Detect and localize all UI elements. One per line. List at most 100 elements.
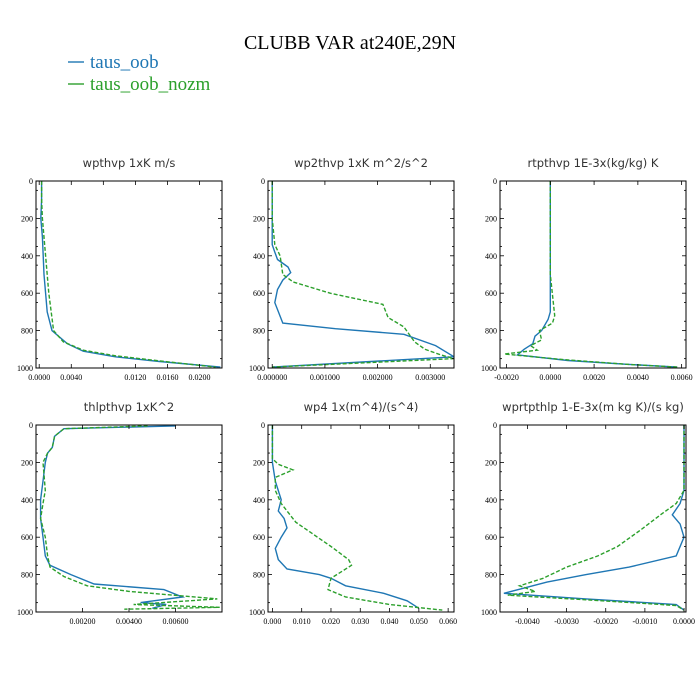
y-tick-label: 1000 [17, 608, 33, 617]
x-tick-label: 0.00200 [70, 617, 96, 626]
legend: taus_oob taus_oob_nozm [68, 52, 211, 95]
series-line-taus-oob-nozm [504, 181, 678, 368]
plot-frame [499, 424, 687, 613]
y-tick-label: 600 [21, 533, 33, 542]
plot-frame [499, 180, 687, 369]
x-tick-label: 0.003000 [415, 373, 445, 382]
panel-title: rtpthvp 1E-3x(kg/kg) K [528, 156, 659, 170]
x-tick-label: 0.0160 [156, 373, 178, 382]
x-tick-label: 0.0200 [189, 373, 211, 382]
panel-title: wp4 1x(m^4)/(s^4) [304, 400, 419, 414]
y-tick-label: 200 [253, 458, 265, 467]
panel-title: thlpthvp 1xK^2 [84, 400, 174, 414]
panel-title: wpthvp 1xK m/s [83, 156, 176, 170]
x-tick-label: 0.000 [263, 617, 281, 626]
y-tick-label: 800 [21, 571, 33, 580]
y-tick-label: 600 [485, 289, 497, 298]
x-tick-label: 0.0040 [60, 373, 82, 382]
x-tick-label: 0.000000 [257, 373, 287, 382]
series-line-taus-oob-nozm [271, 181, 454, 368]
x-tick-label: 0.0040 [627, 373, 649, 382]
y-tick-label: 400 [253, 496, 265, 505]
x-tick-label: 0.00600 [163, 617, 189, 626]
x-tick-label: 0.0120 [124, 373, 146, 382]
chart-panel-2: wp2thvp 1xK m^2/s^2020040060080010000.00… [249, 156, 455, 382]
x-tick-label: 0.0000 [673, 617, 695, 626]
series-line-taus-oob [271, 425, 420, 609]
figure-title: CLUBB VAR at240E,29N [244, 32, 456, 54]
y-tick-label: 600 [253, 289, 265, 298]
series-line-taus-oob [39, 425, 186, 609]
legend-label-taus-oob: taus_oob [90, 52, 159, 73]
chart-panel-6: wprtpthlp 1-E-3x(m kg K)/(s kg) 0 200 400 60… [481, 400, 695, 626]
x-tick-label: 0.00400 [116, 617, 142, 626]
x-tick-label: 0.020 [322, 617, 340, 626]
y-tick-label: 400 [21, 252, 33, 261]
x-tick-label: 0.001000 [310, 373, 340, 382]
y-tick-label: 0 [493, 421, 497, 430]
y-tick-label: 200 [485, 458, 497, 467]
x-tick-label: -0.0010 [633, 617, 658, 626]
x-tick-label: -0.0020 [494, 373, 519, 382]
chart-panel-4: thlpthvp 1xK^2 0 200 400 600 800 1000 0.00200 0.… [17, 400, 223, 626]
y-tick-label: 1000 [249, 608, 265, 617]
y-tick-label: 200 [485, 214, 497, 223]
y-tick-label: 800 [485, 327, 497, 336]
x-tick-label: 0.0000 [28, 373, 50, 382]
y-tick-label: 0 [29, 421, 33, 430]
y-tick-label: 600 [485, 533, 497, 542]
y-tick-label: 0 [261, 421, 265, 430]
series-line-taus-oob [515, 181, 678, 368]
y-tick-label: 800 [485, 571, 497, 580]
y-tick-label: 400 [485, 252, 497, 261]
x-tick-label: 0.010 [293, 617, 311, 626]
chart-panel-3: rtpthvp 1E-3x(kg/kg) K 0 200 400 600 800 1000-… [481, 156, 693, 382]
y-tick-label: 0 [493, 177, 497, 186]
x-tick-label: 0.030 [351, 617, 369, 626]
legend-label-taus-oob-nozm: taus_oob_nozm [90, 74, 211, 95]
y-tick-label: 600 [21, 289, 33, 298]
y-tick-label: 800 [253, 327, 265, 336]
x-tick-label: 0.0060 [671, 373, 693, 382]
y-tick-label: 800 [253, 571, 265, 580]
y-tick-label: 200 [21, 214, 33, 223]
plot-frame [267, 424, 455, 613]
y-tick-label: 600 [253, 533, 265, 542]
y-tick-label: 1000 [481, 364, 497, 373]
plot-frame [35, 180, 223, 369]
series-line-taus-oob [503, 425, 685, 611]
x-tick-label: 0.040 [381, 617, 399, 626]
x-tick-label: 0.050 [410, 617, 428, 626]
panel-title: wp2thvp 1xK m^2/s^2 [294, 156, 428, 170]
x-tick-label: -0.0030 [554, 617, 579, 626]
y-tick-label: 200 [253, 214, 265, 223]
x-tick-label: 0.0000 [539, 373, 561, 382]
x-tick-label: 0.0020 [583, 373, 605, 382]
series-line-taus-oob-nozm [40, 181, 216, 368]
x-tick-label: -0.0040 [515, 617, 540, 626]
y-tick-label: 400 [21, 496, 33, 505]
plot-frame [267, 180, 455, 369]
y-tick-label: 1000 [481, 608, 497, 617]
x-tick-label: -0.0020 [593, 617, 618, 626]
series-line-taus-oob [271, 181, 454, 368]
y-tick-label: 1000 [17, 364, 33, 373]
series-line-taus-oob [40, 181, 221, 368]
series-line-taus-oob-nozm [507, 425, 685, 611]
y-tick-label: 0 [29, 177, 33, 186]
y-tick-label: 200 [21, 458, 33, 467]
panel-title: wprtpthlp 1-E-3x(m kg K)/(s kg) [502, 400, 684, 414]
y-tick-label: 400 [485, 496, 497, 505]
y-tick-label: 400 [253, 252, 265, 261]
series-line-taus-oob-nozm [271, 425, 443, 611]
y-tick-label: 0 [261, 177, 265, 186]
x-tick-label: 0.060 [439, 617, 457, 626]
series-line-taus-oob-nozm [39, 425, 220, 610]
y-tick-label: 800 [21, 327, 33, 336]
y-tick-label: 1000 [249, 364, 265, 373]
x-tick-label: 0.002000 [363, 373, 393, 382]
